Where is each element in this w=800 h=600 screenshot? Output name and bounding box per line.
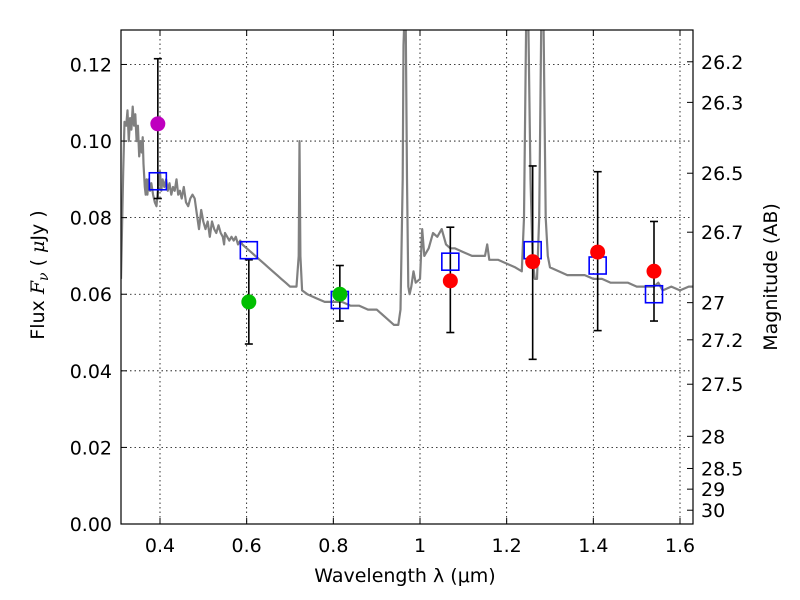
x-axis-label: Wavelength λ (μm) (314, 565, 495, 587)
y-axis-label-open: ( (27, 253, 49, 273)
x-tick-label: 0.8 (318, 535, 348, 557)
y-tick-label: 0.12 (70, 54, 112, 76)
mag-tick-label: 27.5 (701, 374, 743, 396)
mag-tick-label: 27.2 (701, 330, 743, 352)
y-tick-label: 0.04 (70, 361, 112, 383)
x-tick-label: 1.2 (492, 535, 522, 557)
model-photometry-square (239, 240, 259, 260)
y-axis-label-subscript: ν (36, 272, 52, 281)
y-axis-label-word: Flux (27, 294, 49, 340)
y-tick-label: 0.10 (70, 131, 112, 153)
observed-point (646, 263, 662, 279)
model-photometry-square (644, 284, 664, 304)
y-tick-label: 0.02 (70, 437, 112, 459)
x-tick-label: 1 (414, 535, 426, 557)
y-axis-label-mu: μ (27, 241, 49, 253)
mag-tick-label: 28 (701, 426, 725, 448)
plot-frame (120, 29, 694, 525)
y-tick-label: 0.06 (70, 284, 112, 306)
y-tick-label: 0.00 (70, 514, 112, 536)
mag-tick-label: 27 (701, 293, 725, 315)
mag-tick-label: 26.5 (701, 163, 743, 185)
y-tick-label: 0.08 (70, 208, 112, 230)
model-photometry-square (148, 171, 168, 191)
mag-tick-label: 29 (701, 479, 725, 501)
mag-tick-label: 26.3 (701, 92, 743, 114)
observed-point (442, 273, 458, 289)
mag-tick-label: 26.7 (701, 222, 743, 244)
model-spectrum-line (121, 30, 693, 326)
x-tick-label: 1.4 (578, 535, 608, 557)
right-axis-label: Magnitude (AB) (760, 203, 782, 351)
observed-point (150, 116, 166, 132)
observed-point (241, 294, 257, 310)
observed-point (332, 286, 348, 302)
model-photometry-square (441, 252, 460, 271)
x-tick-label: 1.6 (665, 535, 695, 557)
y-axis-label-unit: Jy ) (27, 210, 49, 241)
observed-point (590, 244, 606, 260)
x-tick-label: 0.6 (232, 535, 262, 557)
y-axis-label-symbol: F (27, 280, 49, 295)
mag-tick-label: 26.2 (701, 52, 743, 74)
x-tick-label: 0.4 (145, 535, 175, 557)
mag-tick-label: 30 (701, 500, 725, 522)
y-axis-label: Flux Fν ( μJy ) (27, 210, 52, 339)
observed-point (525, 254, 541, 270)
mag-tick-label: 28.5 (701, 458, 743, 480)
